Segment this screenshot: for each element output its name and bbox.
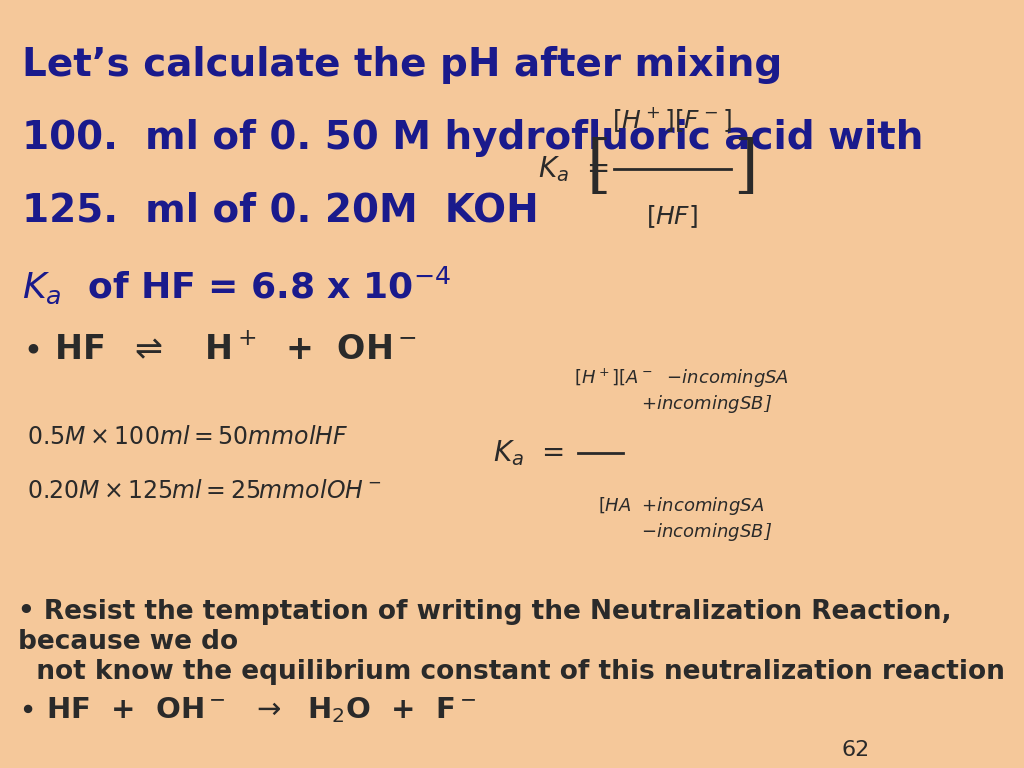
Text: ]: ] bbox=[733, 138, 758, 200]
Text: 125.  ml of 0. 20M  KOH: 125. ml of 0. 20M KOH bbox=[23, 192, 540, 230]
Text: [: [ bbox=[587, 138, 611, 200]
Text: • Resist the temptation of writing the Neutralization Reaction, because we do
  : • Resist the temptation of writing the N… bbox=[18, 599, 1005, 685]
Text: $\bullet$ HF  $\rightleftharpoons$   H$^+$  +  OH$^-$: $\bullet$ HF $\rightleftharpoons$ H$^+$ … bbox=[23, 334, 418, 367]
Text: $[H^+][A^-$  $-incoming SA$
         $+incoming SB$]: $[H^+][A^-$ $-incoming SA$ $+incoming SB… bbox=[573, 366, 788, 415]
Text: $K_a$  =: $K_a$ = bbox=[538, 154, 608, 184]
Text: 100.  ml of 0. 50 M hydrofluoric acid with: 100. ml of 0. 50 M hydrofluoric acid wit… bbox=[23, 119, 924, 157]
Text: $[HF]$: $[HF]$ bbox=[646, 204, 698, 230]
Text: 62: 62 bbox=[842, 740, 869, 760]
Text: Let’s calculate the pH after mixing: Let’s calculate the pH after mixing bbox=[23, 46, 782, 84]
Text: $0.5M \times 100ml = 50 mmol HF$: $0.5M \times 100ml = 50 mmol HF$ bbox=[27, 426, 348, 449]
Text: $\mathit{K}_a$  of HF = 6.8 x 10$^{-4}$: $\mathit{K}_a$ of HF = 6.8 x 10$^{-4}$ bbox=[23, 265, 452, 306]
Text: $[H^+][F^-]$: $[H^+][F^-]$ bbox=[612, 105, 732, 134]
Text: $\bullet$ HF  +  OH$^-$  $\rightarrow$  H$_2$O  +  F$^-$: $\bullet$ HF + OH$^-$ $\rightarrow$ H$_2… bbox=[18, 695, 476, 725]
Text: $K_a$  =: $K_a$ = bbox=[493, 439, 564, 468]
Text: $[HA$  $+incoming SA$
         $-incoming SB$]: $[HA$ $+incoming SA$ $-incoming SB$] bbox=[590, 495, 772, 542]
Text: $0.20M \times 125ml = 25 mmol OH^-$: $0.20M \times 125ml = 25 mmol OH^-$ bbox=[27, 480, 381, 503]
